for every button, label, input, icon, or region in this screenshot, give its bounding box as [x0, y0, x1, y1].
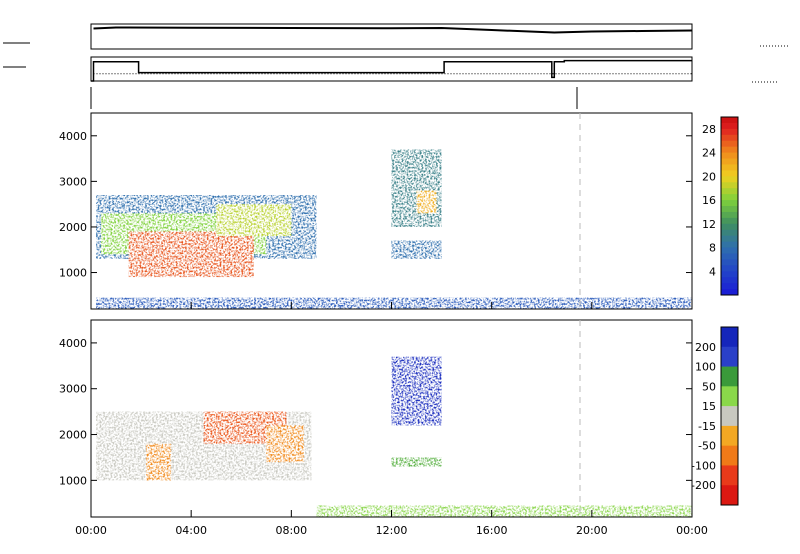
- power-colorbar-band-3: [721, 134, 738, 142]
- velocity-region-3: [266, 425, 304, 463]
- power-colorbar-band-22: [721, 247, 738, 254]
- power-region-7: [96, 297, 692, 309]
- power-colorbar-band-21: [721, 241, 738, 249]
- xtick-label-4: 16:00: [476, 524, 508, 537]
- power-colorbar-band-5: [721, 146, 738, 154]
- noise-sky-line: [93, 26, 693, 34]
- power-colorbar-tick-6: 28: [702, 123, 716, 136]
- power-colorbar-band-29: [721, 289, 738, 296]
- velocity-x-ticks: 00:00 04:00 08:00 12:00 16:00 20:00 00:00: [75, 302, 708, 537]
- power-colorbar-band-26: [721, 271, 738, 278]
- velocity-y-ticks: 1000 2000 3000 4000: [59, 337, 692, 487]
- velocity-region-4: [391, 457, 442, 467]
- power-region-3: [216, 204, 292, 237]
- xtick-label-0: 00:00: [75, 524, 107, 537]
- power-colorbar-tick-5: 24: [702, 147, 716, 160]
- xtick-label-1: 04:00: [175, 524, 207, 537]
- velocity-colorbar-tick-1: 100: [695, 361, 716, 374]
- power-region-6: [416, 190, 437, 214]
- velocity-ytick-label-3: 4000: [59, 337, 87, 350]
- power-colorbar-band-9: [721, 170, 738, 177]
- power-colorbar-band-0: [721, 117, 738, 124]
- xtick-label-5: 20:00: [576, 524, 608, 537]
- power-colorbar-tick-3: 16: [702, 194, 716, 207]
- power-colorbar-band-20: [721, 235, 738, 243]
- power-colorbar-band-1: [721, 122, 738, 130]
- velocity-colorbar-tick-7: -200: [691, 479, 716, 492]
- velocity-colorbar-band-2: [721, 366, 738, 387]
- power-colorbar-band-17: [721, 217, 738, 225]
- power-colorbar-band-10: [721, 176, 738, 183]
- power-colorbar-tick-1: 8: [709, 242, 716, 255]
- power-colorbar-band-28: [721, 283, 738, 290]
- power-colorbar-band-18: [721, 223, 738, 231]
- power-region-4: [391, 240, 442, 259]
- velocity-colorbar-tick-5: -50: [698, 440, 716, 453]
- freq-panel-frame: [90, 56, 693, 82]
- velocity-colorbar-tick-3: 15: [702, 400, 716, 413]
- power-ytick-label-2: 3000: [59, 175, 87, 188]
- velocity-colorbar-frame: [720, 326, 739, 506]
- power-regions: [96, 149, 692, 309]
- power-ytick-label-1: 2000: [59, 221, 87, 234]
- velocity-region-6: [316, 505, 692, 517]
- power-colorbar-band-6: [721, 152, 738, 160]
- power-ytick-label-0: 1000: [59, 267, 87, 280]
- velocity-colorbar-tick-2: 50: [702, 380, 716, 393]
- power-colorbar-band-13: [721, 194, 738, 201]
- velocity-colorbar-band-8: [721, 485, 738, 506]
- velocity-colorbar-band-6: [721, 445, 738, 466]
- velocity-region-5: [391, 356, 442, 426]
- power-colorbar: 4 8 12 16 20 24 28: [702, 116, 739, 296]
- power-colorbar-band-4: [721, 140, 738, 148]
- power-region-2: [128, 231, 254, 278]
- power-colorbar-frame: [720, 116, 739, 296]
- velocity-ytick-label-1: 2000: [59, 429, 87, 442]
- power-colorbar-band-2: [721, 128, 738, 136]
- power-colorbar-band-12: [721, 188, 738, 195]
- velocity-region-2: [146, 443, 172, 481]
- velocity-ytick-label-0: 1000: [59, 474, 87, 487]
- velocity-regions: [96, 356, 692, 517]
- freq-line: [91, 59, 692, 82]
- power-y-ticks: 1000 2000 3000 4000: [59, 130, 692, 280]
- power-ytick-label-3: 4000: [59, 130, 87, 143]
- power-colorbar-band-27: [721, 277, 738, 284]
- power-colorbar-tick-2: 12: [702, 218, 716, 231]
- velocity-colorbar-tick-6: -100: [691, 459, 716, 472]
- power-colorbar-band-8: [721, 164, 738, 171]
- power-colorbar-tick-0: 4: [709, 265, 716, 278]
- power-colorbar-band-23: [721, 253, 738, 260]
- power-colorbar-band-14: [721, 200, 738, 207]
- power-colorbar-band-7: [721, 158, 738, 165]
- power-colorbar-band-16: [721, 211, 738, 219]
- velocity-colorbar-tick-4: -15: [698, 420, 716, 433]
- power-colorbar-tick-4: 20: [702, 170, 716, 183]
- velocity-colorbar-band-4: [721, 406, 738, 427]
- xtick-label-3: 12:00: [376, 524, 408, 537]
- power-colorbar-band-24: [721, 259, 738, 266]
- power-colorbar-band-15: [721, 206, 738, 213]
- power-region-5: [391, 149, 442, 227]
- velocity-colorbar-band-0: [721, 327, 738, 348]
- velocity-colorbar: 200 100 50 15 -15 -50 -100 -200: [691, 326, 739, 506]
- velocity-colorbar-band-5: [721, 425, 738, 447]
- velocity-colorbar-band-3: [721, 386, 738, 407]
- velocity-colorbar-band-1: [721, 346, 738, 368]
- velocity-colorbar-band-7: [721, 465, 738, 486]
- xtick-label-2: 08:00: [275, 524, 307, 537]
- velocity-colorbar-tick-0: 200: [695, 341, 716, 354]
- xtick-label-6: 00:00: [676, 524, 708, 537]
- noise-panel-frame: [90, 23, 693, 50]
- power-colorbar-band-19: [721, 229, 738, 237]
- power-colorbar-band-25: [721, 265, 738, 272]
- power-colorbar-band-11: [721, 182, 738, 189]
- velocity-ytick-label-2: 3000: [59, 383, 87, 396]
